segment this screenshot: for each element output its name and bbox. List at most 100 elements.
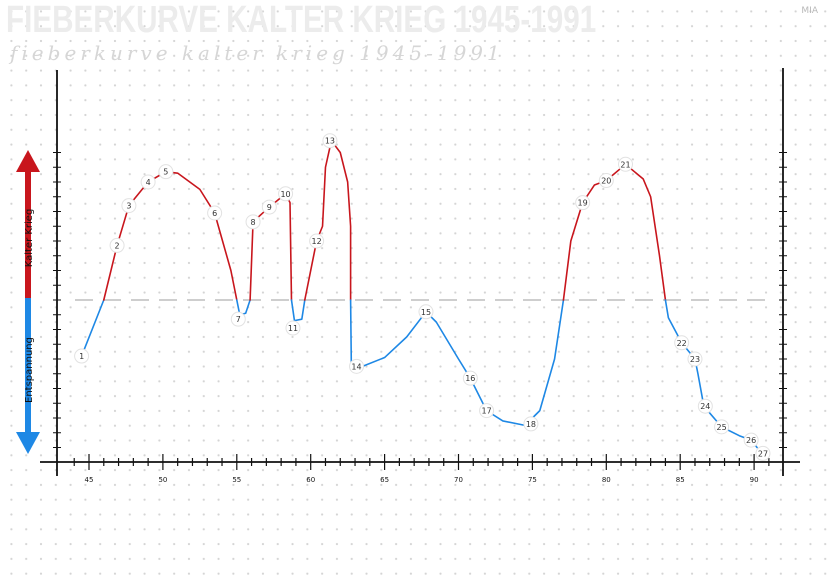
event-marker-label: 11 (288, 324, 298, 333)
event-marker: 27 (755, 445, 771, 461)
event-marker-label: 18 (526, 420, 536, 429)
x-tick-label: 85 (676, 476, 685, 484)
event-marker: 9 (261, 199, 277, 215)
event-marker: 20 (598, 173, 614, 189)
event-marker: 18 (523, 416, 539, 432)
curve-segment-kalter-krieg (303, 139, 352, 301)
event-marker-circle (479, 403, 495, 419)
event-marker: 13 (322, 133, 338, 149)
event-marker: 25 (714, 419, 730, 435)
event-marker-label: 5 (163, 168, 168, 177)
x-tick-label: 50 (158, 476, 167, 484)
curve-segment-entspannung (664, 299, 758, 449)
event-marker-circle (575, 195, 591, 211)
event-marker: 16 (462, 370, 478, 386)
event-marker: 22 (674, 335, 690, 351)
event-marker: 21 (618, 156, 634, 172)
event-marker-label: 22 (677, 339, 687, 348)
event-marker-label: 15 (421, 308, 431, 317)
event-marker: 5 (158, 164, 174, 180)
event-marker-label: 19 (578, 199, 588, 208)
curve-segment-kalter-krieg (249, 193, 293, 301)
event-marker-circle (418, 304, 434, 320)
page-subtitle: fieberkurve kalter krieg 1945-1991 (10, 41, 504, 65)
event-markers: 1234567891011121314151617181920212223242… (74, 133, 771, 461)
event-marker-label: 26 (746, 436, 756, 445)
curve-segment-entspannung (349, 299, 565, 427)
event-marker-circle (462, 370, 478, 386)
event-marker-label: 25 (716, 423, 726, 432)
event-marker-circle (230, 311, 246, 327)
x-tick-label: 70 (454, 476, 463, 484)
ylabel-positive: Kalter Krieg (24, 209, 35, 268)
event-marker: 12 (309, 233, 325, 249)
event-marker: 6 (207, 205, 223, 221)
event-marker-circle (109, 237, 125, 253)
page-title: FIEBERKURVE KALTER KRIEG 1945-1991 (6, 0, 597, 41)
curve-segment-kalter-krieg (562, 163, 667, 301)
event-marker-label: 3 (126, 202, 131, 211)
event-marker-circle (158, 164, 174, 180)
event-marker-label: 24 (700, 402, 710, 411)
event-marker-circle (278, 186, 294, 202)
event-marker: 19 (575, 195, 591, 211)
event-marker-label: 1 (79, 352, 84, 361)
x-tick-label: 55 (232, 476, 241, 484)
event-marker-label: 16 (465, 374, 475, 383)
event-marker-label: 23 (690, 355, 700, 364)
event-marker: 14 (349, 358, 365, 374)
event-marker-circle (309, 233, 325, 249)
event-marker-label: 8 (251, 218, 256, 227)
x-tick-label: 60 (306, 476, 315, 484)
event-marker-circle (207, 205, 223, 221)
event-marker-circle (140, 174, 156, 190)
event-marker-circle (261, 199, 277, 215)
event-marker-circle (687, 351, 703, 367)
curve-segment-entspannung (290, 299, 306, 322)
event-marker-label: 6 (212, 209, 217, 218)
event-marker-label: 12 (312, 237, 322, 246)
event-marker-circle (322, 133, 338, 149)
event-marker-circle (121, 198, 137, 214)
event-marker: 23 (687, 351, 703, 367)
event-marker: 11 (285, 320, 301, 336)
event-marker-circle (523, 416, 539, 432)
event-marker-circle (598, 173, 614, 189)
event-marker: 26 (743, 432, 759, 448)
event-marker-circle (245, 214, 261, 230)
event-marker-label: 2 (115, 241, 120, 250)
x-tick-label: 45 (85, 476, 94, 484)
axes: 45 50 55 60 65 70 75 80 85 90 (40, 68, 800, 484)
y-arrow-blue (25, 298, 31, 434)
curve-segment-entspannung (80, 299, 105, 357)
event-marker-label: 27 (758, 449, 768, 458)
y-arrow: Kalter Krieg Entspannung (16, 150, 40, 454)
event-marker-circle (697, 398, 713, 414)
event-marker-circle (74, 348, 90, 364)
event-marker-circle (743, 432, 759, 448)
event-marker: 3 (121, 198, 137, 214)
event-marker: 15 (418, 304, 434, 320)
event-marker: 7 (230, 311, 246, 327)
ylabel-negative: Entspannung (24, 337, 35, 403)
curve (80, 139, 758, 449)
event-marker-label: 21 (620, 160, 630, 169)
event-marker-label: 14 (351, 362, 361, 371)
y-arrow-red (25, 168, 31, 298)
event-marker: 2 (109, 237, 125, 253)
event-marker-label: 9 (267, 203, 272, 212)
event-marker-circle (285, 320, 301, 336)
event-marker: 8 (245, 214, 261, 230)
event-marker-label: 7 (236, 315, 241, 324)
y-arrow-down-head (16, 432, 40, 454)
x-tick-label: 80 (602, 476, 611, 484)
event-marker: 17 (479, 403, 495, 419)
curve-segment-kalter-krieg (102, 170, 238, 301)
x-tick-label: 75 (528, 476, 537, 484)
event-marker: 24 (697, 398, 713, 414)
y-arrow-up-head (16, 150, 40, 172)
event-marker-circle (349, 358, 365, 374)
author-label: MIA (801, 6, 818, 16)
event-marker-circle (618, 156, 634, 172)
